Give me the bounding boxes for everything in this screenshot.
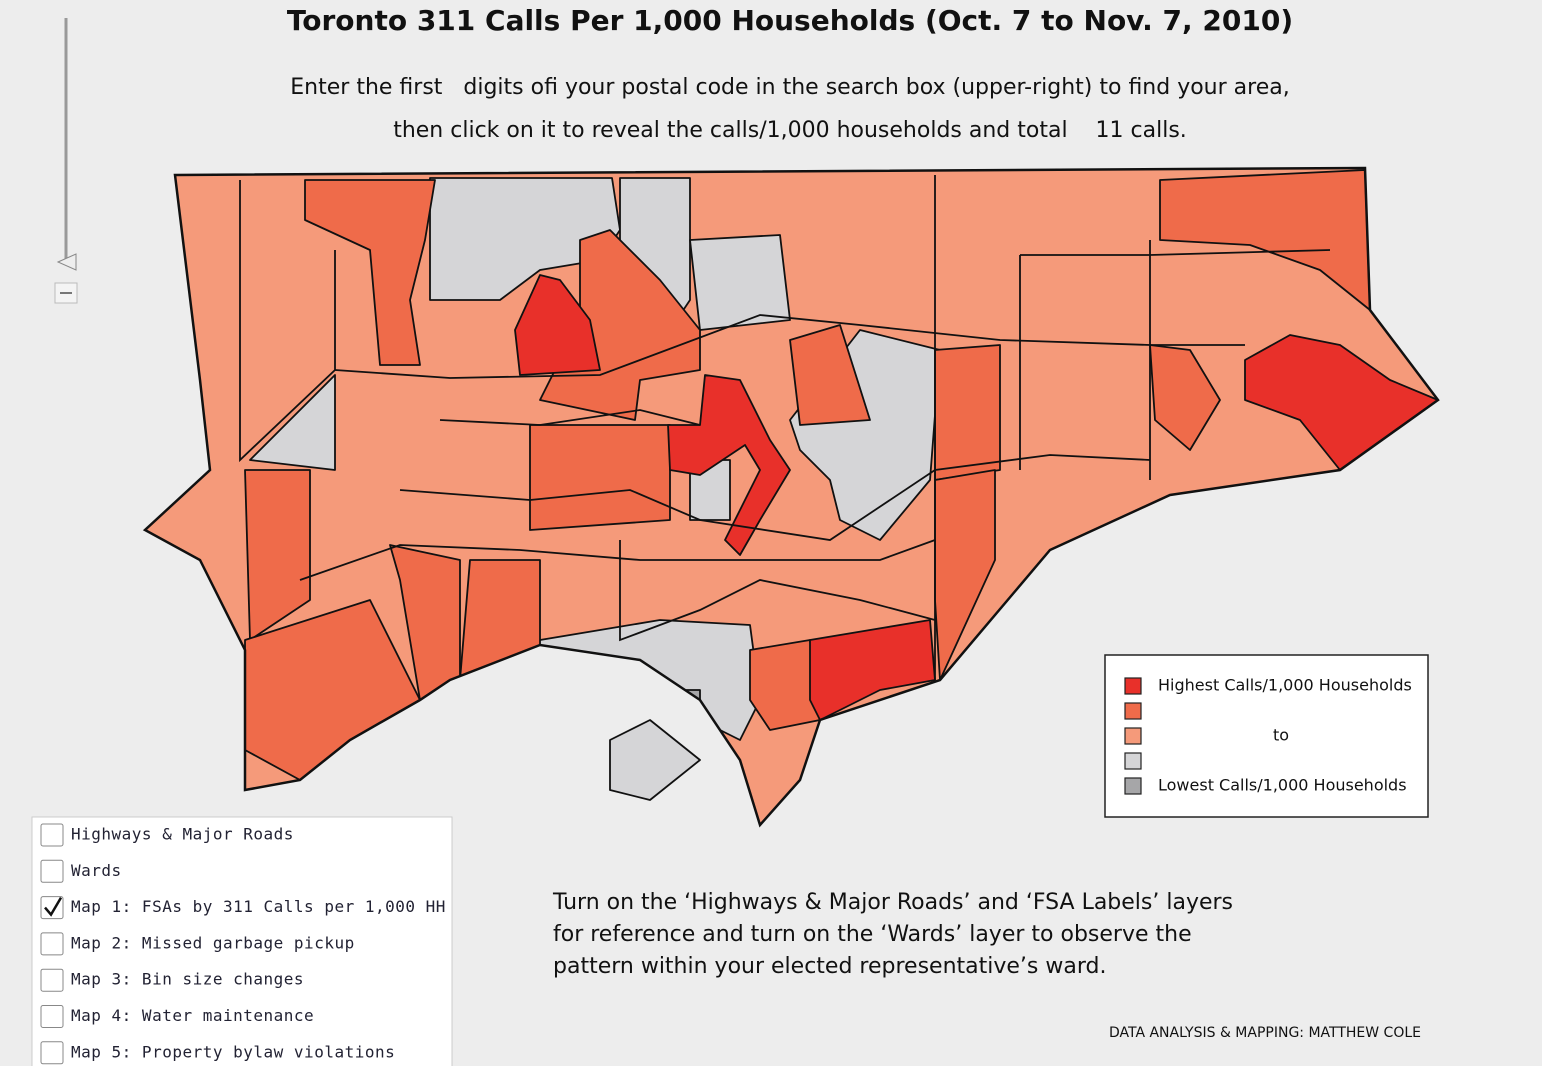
checkbox[interactable] — [40, 1005, 64, 1028]
instruction: Enter the first digits ofi your postal c… — [290, 75, 1289, 100]
legend-swatch — [1124, 752, 1142, 770]
checkbox[interactable] — [40, 859, 64, 883]
note: Turn on the ‘Highways & Major Roads’ and… — [552, 890, 1233, 915]
legend-swatch — [1124, 727, 1142, 745]
legend-label: to — [1273, 726, 1289, 745]
region[interactable] — [1244, 334, 1438, 471]
boundary — [439, 409, 701, 426]
layer-label[interactable]: Map 1: FSAs by 311 Calls per 1,000 HH — [71, 897, 446, 916]
layer-label[interactable]: Map 4: Water maintenance — [71, 1006, 314, 1025]
region[interactable] — [689, 234, 791, 331]
legend-swatch — [1124, 777, 1142, 795]
region[interactable] — [529, 424, 671, 531]
region[interactable] — [1149, 344, 1221, 451]
region[interactable] — [789, 324, 871, 426]
credit: DATA ANALYSIS & MAPPING: MATTHEW COLE — [1109, 1025, 1421, 1041]
title: Toronto 311 Calls Per 1,000 Households (… — [287, 4, 1293, 37]
boundary — [399, 454, 1151, 541]
legend-label: Highest Calls/1,000 Households — [1158, 676, 1412, 695]
region[interactable] — [244, 469, 311, 641]
checkbox[interactable] — [40, 823, 64, 847]
checkmark — [44, 896, 63, 917]
layer-label[interactable]: Map 2: Missed garbage pickup — [71, 933, 355, 952]
region[interactable] — [304, 179, 436, 366]
legend-swatch — [1124, 677, 1142, 695]
islands — [609, 719, 701, 801]
layer-label[interactable]: Highways & Major Roads — [71, 825, 294, 844]
checkbox[interactable] — [40, 968, 64, 992]
note: pattern within your elected representati… — [553, 954, 1106, 979]
boundary — [619, 540, 936, 642]
region[interactable] — [749, 639, 821, 731]
legend: Highest Calls/1,000 Households to Lowest… — [1104, 654, 1429, 818]
layer-label[interactable]: Map 3: Bin size changes — [71, 970, 304, 989]
zoom-slider[interactable] — [54, 18, 78, 304]
legend-label: Lowest Calls/1,000 Households — [1158, 776, 1407, 795]
boundary — [334, 314, 1245, 379]
region[interactable] — [809, 619, 936, 721]
note: for reference and turn on the ‘Wards’ la… — [553, 922, 1192, 947]
region[interactable] — [667, 374, 791, 556]
layer-label[interactable]: Wards — [71, 861, 122, 880]
region[interactable] — [429, 177, 621, 301]
region[interactable] — [934, 344, 1001, 481]
legend-swatch — [1124, 702, 1142, 720]
boundary — [299, 539, 936, 581]
instruction: then click on it to reveal the calls/1,0… — [393, 118, 1187, 143]
region[interactable] — [514, 274, 601, 376]
boundary — [239, 180, 336, 463]
region[interactable] — [249, 374, 336, 471]
checkbox[interactable] — [40, 1041, 64, 1065]
checkbox[interactable] — [40, 932, 64, 956]
layer-label[interactable]: Map 5: Property bylaw violations — [71, 1042, 395, 1061]
layer-panel — [31, 816, 453, 1066]
